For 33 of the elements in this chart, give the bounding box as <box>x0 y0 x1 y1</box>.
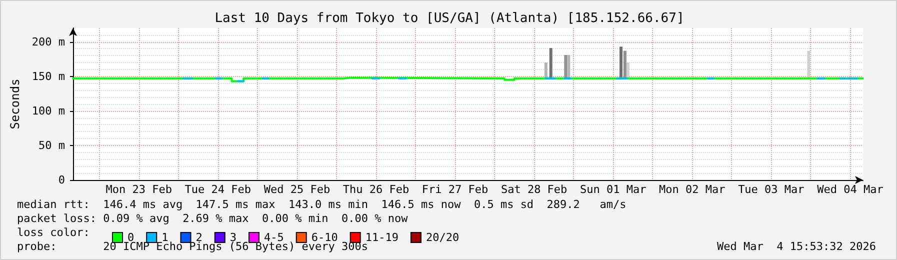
x-tick-label: Thu 26 Feb <box>342 183 410 196</box>
y-tick-label: 50 m <box>38 138 66 152</box>
chart-title: Last 10 Days from Tokyo to [US/GA] (Atlanta) [185.152.66.67] <box>214 11 686 26</box>
x-tick-label: Tue 24 Feb <box>184 183 252 196</box>
text: Wed Mar 4 15:53:32 2026 <box>717 240 876 253</box>
x-tick-label: Wed 25 Feb <box>264 183 330 196</box>
bar <box>620 46 623 78</box>
text: median rtt: 146.4 ms avg 147.5 ms max 143.0 ms min 146.5 ms now 0.5 ms sd 289.2 am/s <box>17 198 626 211</box>
legend-label: 4-5 <box>264 231 284 244</box>
text: packet loss: 0.09 % avg 2.69 % max 0.00 % min 0.00 % now <box>17 212 408 225</box>
x-tick-label: Mon 02 Mar <box>659 183 726 196</box>
bar <box>567 54 570 78</box>
legend-label: 11-19 <box>365 231 398 244</box>
y-tick-label: 200 m <box>32 35 66 48</box>
bar <box>544 62 548 78</box>
legend-label: 20/20 <box>426 231 460 244</box>
y-tick-label: 150 m <box>32 70 66 83</box>
y-axis-title: Seconds <box>8 78 22 130</box>
legend-label: 1 <box>162 231 168 244</box>
bar <box>623 50 626 78</box>
bar <box>549 48 552 78</box>
x-tick-label: Fri 27 Feb <box>422 183 488 196</box>
x-tick-label: Sat 28 Feb <box>500 183 568 196</box>
bar <box>564 54 568 78</box>
x-tick-label: Tue 03 Mar <box>738 183 805 196</box>
x-tick-label: Wed 04 Mar <box>817 183 884 196</box>
text: loss color: <box>17 226 90 239</box>
legend-label: 2 <box>196 231 202 244</box>
y-tick-label: 0 <box>58 174 66 186</box>
y-tick-label: 100 m <box>32 104 66 118</box>
x-tick-label: Mon 23 Feb <box>106 183 172 196</box>
x-tick-label: Sun 01 Mar <box>580 183 647 196</box>
legend-label: 6-10 <box>311 231 338 244</box>
